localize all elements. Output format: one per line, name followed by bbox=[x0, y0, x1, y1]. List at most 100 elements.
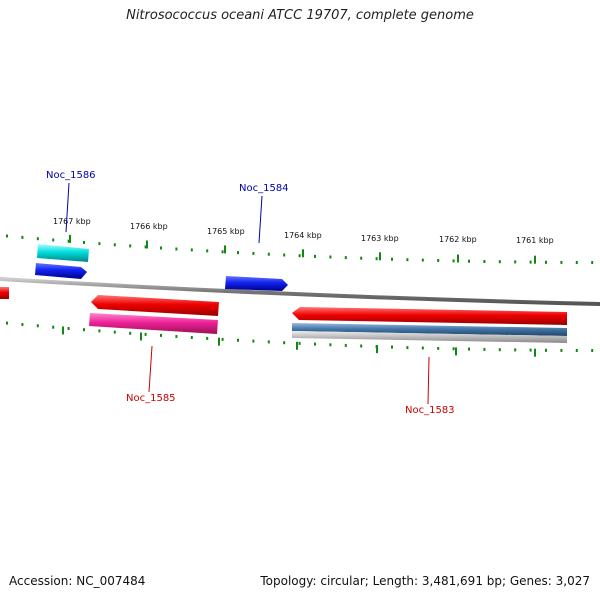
scale-tick bbox=[483, 260, 486, 263]
label-noc-1583[interactable]: Noc_1583 bbox=[405, 405, 455, 416]
genome-summary-text: Topology: circular; Length: 3,481,691 bp… bbox=[260, 574, 590, 588]
gene-noc-1586-cds[interactable] bbox=[37, 244, 89, 262]
scale-tick bbox=[160, 246, 162, 250]
scale-major-tick bbox=[224, 245, 226, 254]
gene-arrow-left-edge[interactable] bbox=[0, 287, 9, 299]
gene-features bbox=[0, 244, 567, 343]
scale-tick bbox=[498, 260, 501, 264]
scale-labels: 1767 kbp 1766 kbp 1765 kbp 1764 kbp 1763… bbox=[53, 217, 554, 245]
scale-tick bbox=[21, 323, 24, 326]
scale-major-tick bbox=[69, 234, 71, 243]
gene-labels: Noc_1586 Noc_1584 Noc_1585 Noc_1583 bbox=[46, 170, 455, 416]
scale-tick bbox=[437, 346, 440, 350]
gene-noc-1583-arrow[interactable] bbox=[292, 307, 567, 325]
gene-noc-1585-arrow[interactable] bbox=[91, 295, 219, 316]
scale-tick bbox=[314, 254, 316, 258]
scale-tick bbox=[206, 249, 209, 253]
leader-noc-1584 bbox=[258, 195, 263, 244]
gene-noc-1586-arrow[interactable] bbox=[35, 263, 87, 279]
scale-tick bbox=[36, 324, 39, 328]
scale-tick bbox=[545, 348, 547, 352]
scale-tick bbox=[575, 261, 578, 264]
scale-tick bbox=[221, 250, 224, 254]
scale-tick bbox=[545, 260, 547, 264]
scale-tick bbox=[98, 329, 101, 333]
scale-tick bbox=[190, 248, 193, 252]
scale-label-1765: 1765 kbp bbox=[207, 227, 245, 236]
scale-tick bbox=[129, 331, 132, 335]
scale-tick bbox=[298, 341, 301, 345]
scale-label-1762: 1762 kbp bbox=[439, 235, 477, 244]
scale-label-1764: 1764 kbp bbox=[284, 231, 322, 240]
scale-tick bbox=[391, 257, 393, 261]
scale-tick bbox=[144, 245, 147, 249]
scale-major-tick bbox=[62, 326, 64, 335]
map-title: Nitrosococcus oceani ATCC 19707, complet… bbox=[126, 8, 474, 23]
scale-tick bbox=[560, 260, 563, 264]
upper-scale-ticks bbox=[6, 234, 594, 264]
scale-tick bbox=[237, 251, 239, 255]
scale-major-tick bbox=[296, 341, 298, 350]
gene-noc-1583-feature[interactable] bbox=[292, 331, 567, 343]
scale-tick bbox=[329, 343, 332, 347]
scale-tick bbox=[406, 258, 409, 262]
scale-label-1763: 1763 kbp bbox=[361, 234, 399, 243]
scale-tick bbox=[498, 348, 501, 352]
scale-tick bbox=[267, 340, 270, 344]
scale-tick bbox=[144, 332, 147, 336]
scale-major-tick bbox=[140, 332, 142, 341]
scale-tick bbox=[113, 330, 116, 334]
scale-tick bbox=[421, 258, 424, 262]
scale-tick bbox=[113, 243, 116, 247]
scale-major-tick bbox=[457, 254, 459, 263]
scale-tick bbox=[468, 347, 470, 351]
gene-noc-1583-cds[interactable] bbox=[292, 323, 567, 336]
scale-major-tick bbox=[455, 347, 457, 356]
scale-tick bbox=[175, 335, 178, 338]
scale-tick bbox=[329, 255, 332, 259]
gene-noc-1584-arrow[interactable] bbox=[225, 276, 288, 291]
scale-tick bbox=[591, 261, 594, 264]
scale-tick bbox=[67, 239, 70, 243]
scale-tick bbox=[360, 344, 363, 348]
scale-tick bbox=[36, 237, 39, 241]
label-noc-1585[interactable]: Noc_1585 bbox=[126, 393, 176, 404]
scale-tick bbox=[98, 242, 101, 246]
scale-tick bbox=[6, 234, 8, 238]
scale-major-tick bbox=[534, 255, 536, 264]
scale-tick bbox=[67, 327, 70, 330]
label-leaders bbox=[65, 182, 430, 405]
scale-tick bbox=[591, 349, 594, 352]
scale-tick bbox=[452, 347, 455, 351]
scale-tick bbox=[6, 321, 8, 325]
leader-noc-1585 bbox=[148, 345, 153, 393]
scale-major-tick bbox=[302, 249, 304, 258]
scale-tick bbox=[283, 341, 286, 345]
scale-tick bbox=[344, 256, 347, 260]
scale-tick bbox=[529, 348, 532, 352]
scale-tick bbox=[468, 259, 470, 263]
lower-scale-ticks bbox=[6, 321, 594, 357]
scale-tick bbox=[83, 241, 85, 244]
scale-tick bbox=[206, 336, 209, 340]
gene-noc-1585-cds[interactable] bbox=[89, 313, 218, 334]
scale-tick bbox=[421, 346, 424, 350]
accession-text: Accession: NC_007484 bbox=[9, 574, 146, 588]
label-noc-1584[interactable]: Noc_1584 bbox=[239, 183, 289, 194]
scale-tick bbox=[175, 247, 178, 251]
scale-tick bbox=[52, 325, 55, 329]
scale-tick bbox=[437, 259, 440, 262]
scale-major-tick bbox=[376, 345, 378, 354]
scale-major-tick bbox=[146, 240, 148, 249]
scale-tick bbox=[514, 260, 517, 264]
scale-tick bbox=[83, 328, 85, 332]
label-noc-1586[interactable]: Noc_1586 bbox=[46, 170, 96, 181]
scale-tick bbox=[344, 343, 347, 347]
scale-tick bbox=[160, 333, 162, 337]
scale-tick bbox=[267, 252, 270, 256]
scale-major-tick bbox=[379, 252, 381, 261]
scale-tick bbox=[452, 259, 455, 263]
scale-tick bbox=[560, 348, 563, 352]
scale-tick bbox=[252, 251, 255, 255]
